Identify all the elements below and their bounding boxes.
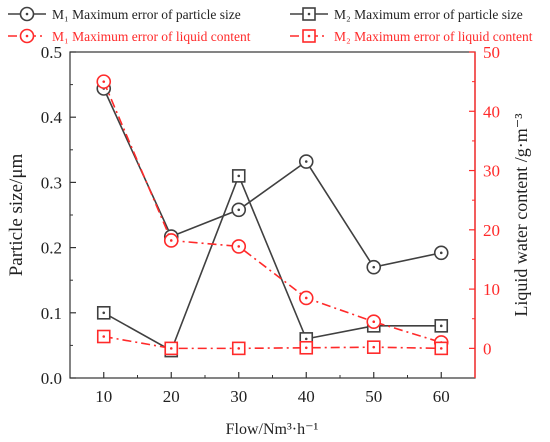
plot-frame xyxy=(69,51,476,379)
x-tick-label: 40 xyxy=(298,387,315,406)
series-layer xyxy=(96,74,449,358)
y-left-axis-label: Particle size/μm xyxy=(6,154,27,277)
y-right-axis: 0 10 20 30 40 50 xyxy=(469,43,500,378)
legend: M₁ Maximum error of particle size M₂ Maxi… xyxy=(8,6,533,44)
data-point-center xyxy=(237,208,241,212)
legend-marker-center xyxy=(307,12,311,16)
legend-marker-center xyxy=(25,12,29,16)
y-right-tick-label: 0 xyxy=(483,339,492,358)
y-right-tick-label: 50 xyxy=(483,43,500,62)
x-tick-label: 60 xyxy=(433,387,450,406)
data-point-center xyxy=(439,324,443,328)
series-line xyxy=(103,173,442,352)
legend-item: M₂ Maximum error of particle size xyxy=(290,7,523,22)
data-point-center xyxy=(439,251,443,255)
y-left-tick-label: 0.4 xyxy=(41,108,63,127)
series-4 xyxy=(96,329,449,356)
data-point-center xyxy=(169,347,173,350)
y-left-tick-label: 0.0 xyxy=(41,369,62,388)
data-point-center xyxy=(237,347,241,350)
data-point-center xyxy=(304,296,308,300)
series-1 xyxy=(96,81,449,275)
legend-label: M₁ Maximum error of particle size xyxy=(52,7,241,22)
legend-item: M₁ Maximum error of particle size xyxy=(8,6,241,22)
x-tick-label: 50 xyxy=(365,387,382,406)
data-point-center xyxy=(372,265,376,269)
data-point-center xyxy=(237,174,241,178)
data-point-center xyxy=(304,337,308,341)
series-line xyxy=(103,335,442,350)
y-left-tick-label: 0.2 xyxy=(41,239,62,258)
data-point-center xyxy=(439,347,443,350)
legend-item: M₂ Maximum error of liquid content xyxy=(290,29,533,44)
legend-label: M₂ Maximum error of liquid content xyxy=(334,29,533,44)
legend-item: M₁ Maximum error of liquid content xyxy=(8,28,251,44)
data-point-center xyxy=(304,346,308,350)
data-point-center xyxy=(237,245,241,248)
y-right-tick-label: 20 xyxy=(483,221,500,240)
y-right-axis-label: Liquid water content /g·m⁻³ xyxy=(511,113,531,317)
legend-marker-center xyxy=(307,34,311,38)
x-tick-label: 20 xyxy=(163,387,180,406)
y-right-tick-label: 10 xyxy=(483,280,500,299)
y-left-tick-label: 0.3 xyxy=(41,173,62,192)
data-point-center xyxy=(372,320,376,323)
series-line xyxy=(103,81,442,344)
y-left-axis: 0.0 0.1 0.2 0.3 0.4 0.5 xyxy=(41,43,76,388)
data-point-center xyxy=(102,335,106,338)
data-point-center xyxy=(102,311,106,315)
legend-label: M₁ Maximum error of liquid content xyxy=(52,29,251,44)
x-tick-label: 30 xyxy=(230,387,247,406)
y-left-tick-label: 0.5 xyxy=(41,43,62,62)
y-right-tick-label: 40 xyxy=(483,102,500,121)
data-point-center xyxy=(304,160,308,163)
data-point-center xyxy=(102,80,106,83)
y-left-tick-label: 0.1 xyxy=(41,304,62,323)
x-axis: 10 20 30 40 50 60 xyxy=(95,372,450,406)
data-point-center xyxy=(169,239,173,242)
series-line xyxy=(103,88,442,269)
x-tick-label: 10 xyxy=(95,387,112,406)
series-3 xyxy=(96,74,449,350)
legend-label: M₂ Maximum error of particle size xyxy=(334,7,523,22)
x-axis-label: Flow/Nm³·h⁻¹ xyxy=(226,421,319,438)
data-point-center xyxy=(372,345,376,349)
legend-marker-center xyxy=(25,34,29,38)
y-right-tick-label: 30 xyxy=(483,162,500,181)
